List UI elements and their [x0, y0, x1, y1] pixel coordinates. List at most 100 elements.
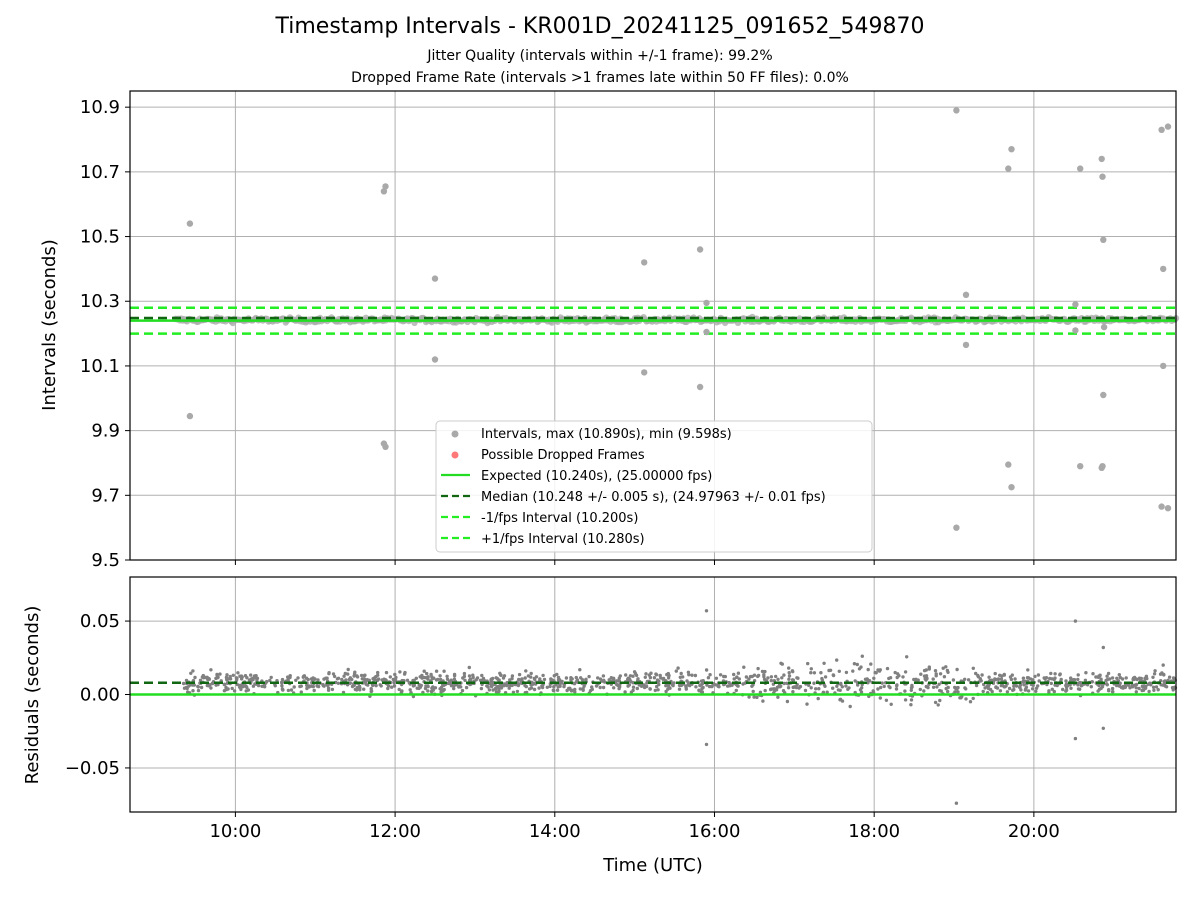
- residual-point: [462, 674, 467, 679]
- residual-outlier-point: [954, 801, 959, 805]
- residual-point: [723, 674, 727, 679]
- residual-point: [555, 672, 559, 677]
- residual-point: [812, 671, 817, 675]
- intervals-y-tick-label: 10.1: [80, 356, 120, 377]
- residual-point: [856, 683, 860, 687]
- residual-point: [614, 682, 619, 686]
- residual-point: [687, 673, 691, 677]
- residual-point: [1025, 676, 1030, 680]
- residual-point: [655, 684, 659, 689]
- residuals-y-tick-label: −0.05: [65, 758, 120, 779]
- interval-outlier-point: [1100, 323, 1108, 331]
- residual-point: [330, 687, 335, 692]
- residual-point: [269, 675, 273, 680]
- residual-point: [631, 688, 635, 693]
- residual-point: [467, 674, 472, 678]
- residual-point: [502, 684, 506, 688]
- interval-outlier-point: [1072, 301, 1079, 308]
- residual-point: [998, 689, 1003, 693]
- residual-point: [971, 666, 975, 670]
- residual-point: [199, 685, 204, 690]
- legend-dropped-marker: [451, 451, 459, 459]
- residual-point: [626, 676, 631, 680]
- residual-point: [601, 674, 606, 678]
- residual-point: [903, 698, 908, 702]
- legend-box: [435, 420, 873, 553]
- residual-point: [918, 687, 922, 692]
- interval-outlier-point: [962, 291, 970, 298]
- residual-point: [1049, 681, 1054, 686]
- residual-point: [438, 687, 442, 691]
- residual-point: [910, 683, 914, 688]
- residual-point: [481, 678, 485, 682]
- interval-outlier-point: [1005, 165, 1012, 172]
- intervals-plot-frame: [129, 90, 1177, 561]
- residual-point: [286, 675, 290, 679]
- residual-point: [1140, 688, 1144, 693]
- residual-point: [527, 687, 532, 691]
- residual-point: [656, 688, 660, 692]
- residual-point: [959, 696, 963, 700]
- residual-point: [516, 683, 521, 688]
- residual-point: [518, 678, 522, 682]
- residual-point: [953, 690, 957, 694]
- residual-point: [262, 684, 267, 689]
- residual-point: [909, 703, 913, 707]
- intervals-points: [130, 107, 1180, 531]
- residual-point: [652, 676, 657, 680]
- residual-point: [787, 671, 791, 675]
- residual-point: [1033, 674, 1037, 679]
- residual-point: [569, 676, 573, 680]
- interval-outlier-point: [696, 246, 704, 253]
- residual-point: [1055, 683, 1059, 688]
- residual-point: [877, 669, 882, 673]
- residual-point: [758, 690, 763, 694]
- residual-point: [499, 686, 504, 690]
- residual-point: [224, 675, 229, 680]
- residual-point: [990, 689, 994, 694]
- residual-point: [909, 698, 914, 702]
- residual-point: [294, 678, 298, 682]
- residual-point: [358, 688, 362, 692]
- residual-point: [901, 675, 905, 679]
- residual-point: [627, 683, 632, 687]
- residual-point: [726, 684, 730, 688]
- residual-point: [699, 690, 704, 694]
- residual-point: [859, 690, 864, 694]
- residual-point: [182, 686, 187, 690]
- residual-point: [1111, 690, 1115, 694]
- residual-point: [1011, 688, 1015, 692]
- residual-point: [1005, 690, 1010, 694]
- residual-point: [1131, 685, 1135, 689]
- residual-point: [230, 686, 234, 691]
- residual-point: [438, 677, 443, 682]
- residual-point: [235, 676, 239, 681]
- residual-point: [855, 662, 859, 667]
- residual-point: [790, 669, 795, 673]
- residual-point: [1007, 686, 1012, 691]
- residual-point: [524, 669, 528, 673]
- intervals-y-tick-label: 9.9: [91, 421, 120, 442]
- residual-point: [756, 666, 760, 671]
- residual-point: [1105, 674, 1109, 678]
- residual-point: [631, 674, 635, 678]
- residual-point: [762, 673, 766, 677]
- residual-point: [678, 675, 682, 679]
- residual-point: [1151, 685, 1156, 689]
- residual-point: [394, 675, 398, 680]
- residual-point: [927, 665, 931, 669]
- residual-point: [851, 669, 855, 673]
- residual-point: [869, 662, 873, 666]
- residual-point: [240, 675, 244, 679]
- residual-point: [852, 662, 857, 666]
- residual-point: [445, 677, 450, 681]
- residual-point: [548, 684, 552, 689]
- interval-outlier-point: [1160, 265, 1167, 273]
- legend-plus-fps-label: +1/fps Interval (10.280s): [481, 532, 645, 547]
- residual-point: [1052, 689, 1057, 694]
- residual-point: [809, 686, 813, 690]
- interval-outlier-point: [641, 259, 648, 266]
- residual-point: [955, 667, 959, 672]
- residual-point: [1110, 686, 1115, 691]
